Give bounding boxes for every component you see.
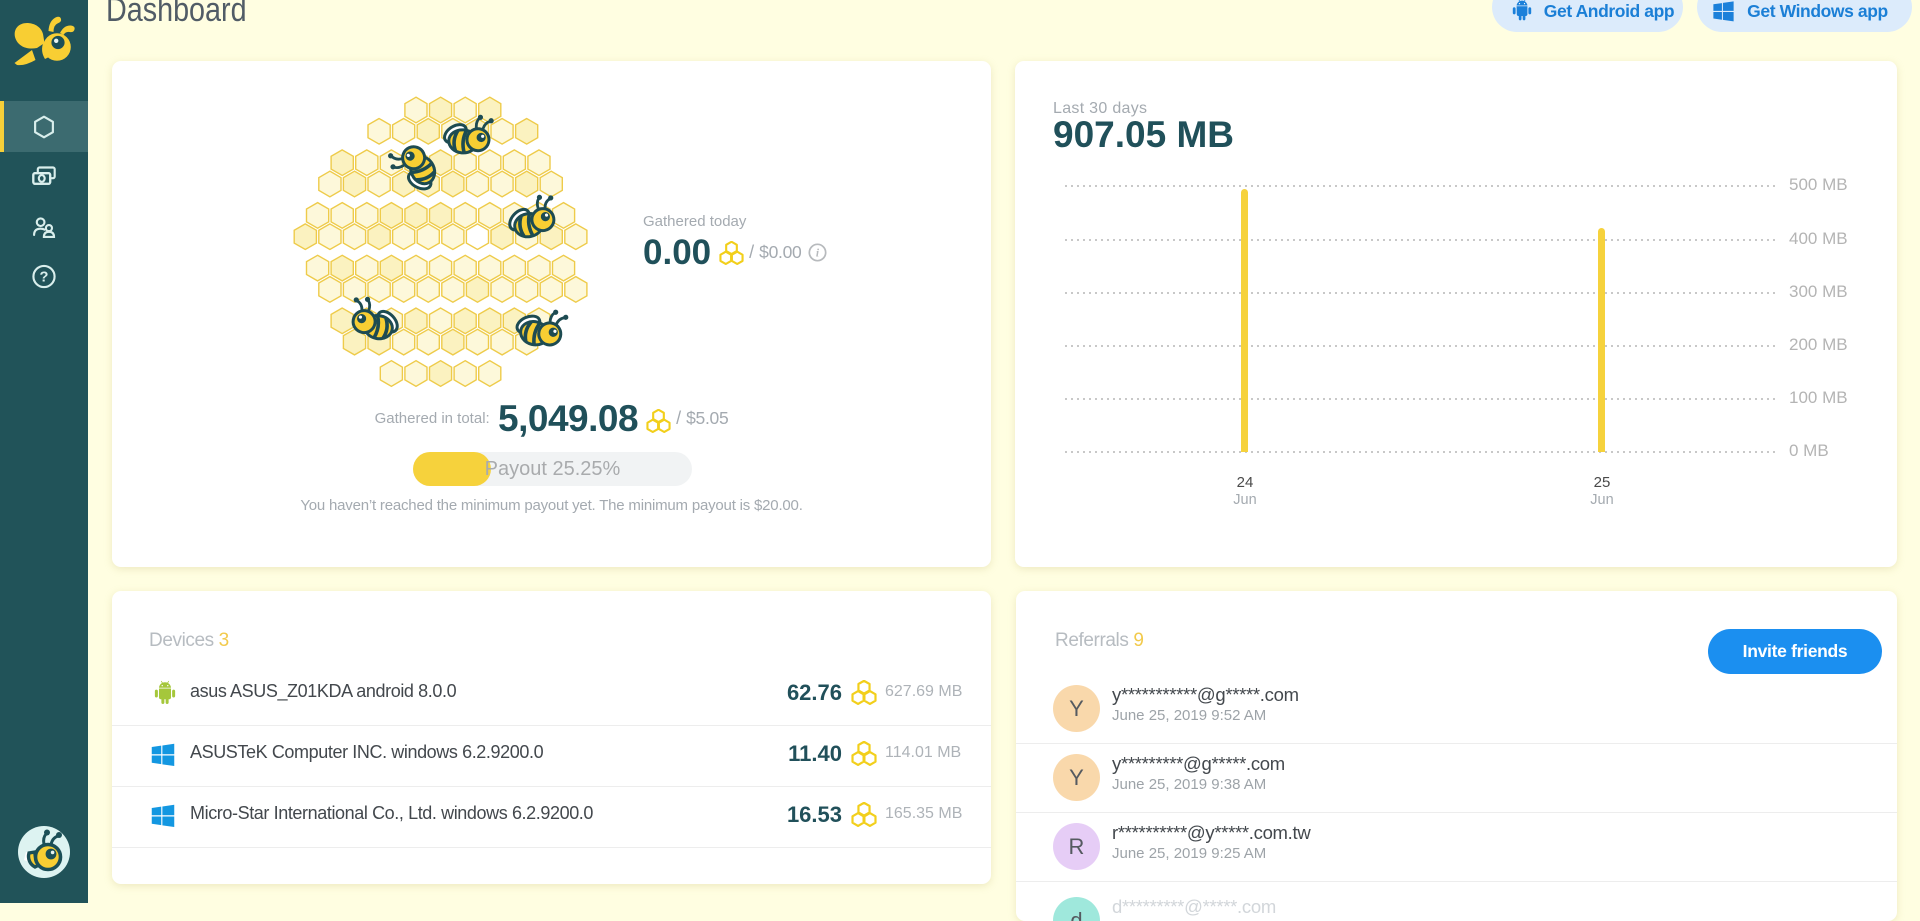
svg-text:i: i <box>816 247 820 259</box>
svg-text:?: ? <box>40 270 49 286</box>
